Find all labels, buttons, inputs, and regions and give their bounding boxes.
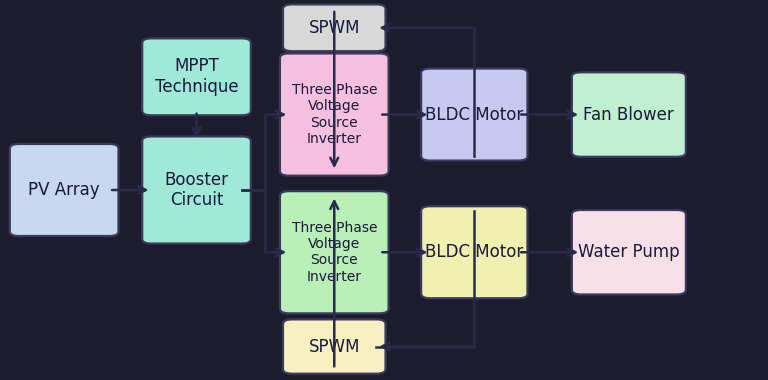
FancyBboxPatch shape — [10, 144, 118, 236]
Text: SPWM: SPWM — [309, 337, 360, 356]
FancyBboxPatch shape — [280, 54, 389, 176]
FancyBboxPatch shape — [572, 210, 686, 294]
Text: Booster
Circuit: Booster Circuit — [164, 171, 229, 209]
Text: Three Phase
Voltage
Source
Inverter: Three Phase Voltage Source Inverter — [292, 83, 377, 146]
Text: SPWM: SPWM — [309, 19, 360, 37]
FancyBboxPatch shape — [283, 319, 386, 374]
FancyBboxPatch shape — [572, 72, 686, 157]
FancyBboxPatch shape — [142, 136, 251, 244]
Text: BLDC Motor: BLDC Motor — [425, 106, 524, 124]
FancyBboxPatch shape — [283, 5, 386, 51]
FancyBboxPatch shape — [280, 191, 389, 314]
Text: BLDC Motor: BLDC Motor — [425, 243, 524, 261]
Text: Water Pump: Water Pump — [578, 243, 680, 261]
FancyBboxPatch shape — [421, 68, 528, 161]
Text: Three Phase
Voltage
Source
Inverter: Three Phase Voltage Source Inverter — [292, 221, 377, 283]
Text: PV Array: PV Array — [28, 181, 100, 199]
FancyBboxPatch shape — [421, 206, 528, 298]
Text: MPPT
Technique: MPPT Technique — [154, 57, 238, 96]
Text: Fan Blower: Fan Blower — [584, 106, 674, 124]
FancyBboxPatch shape — [142, 38, 251, 115]
